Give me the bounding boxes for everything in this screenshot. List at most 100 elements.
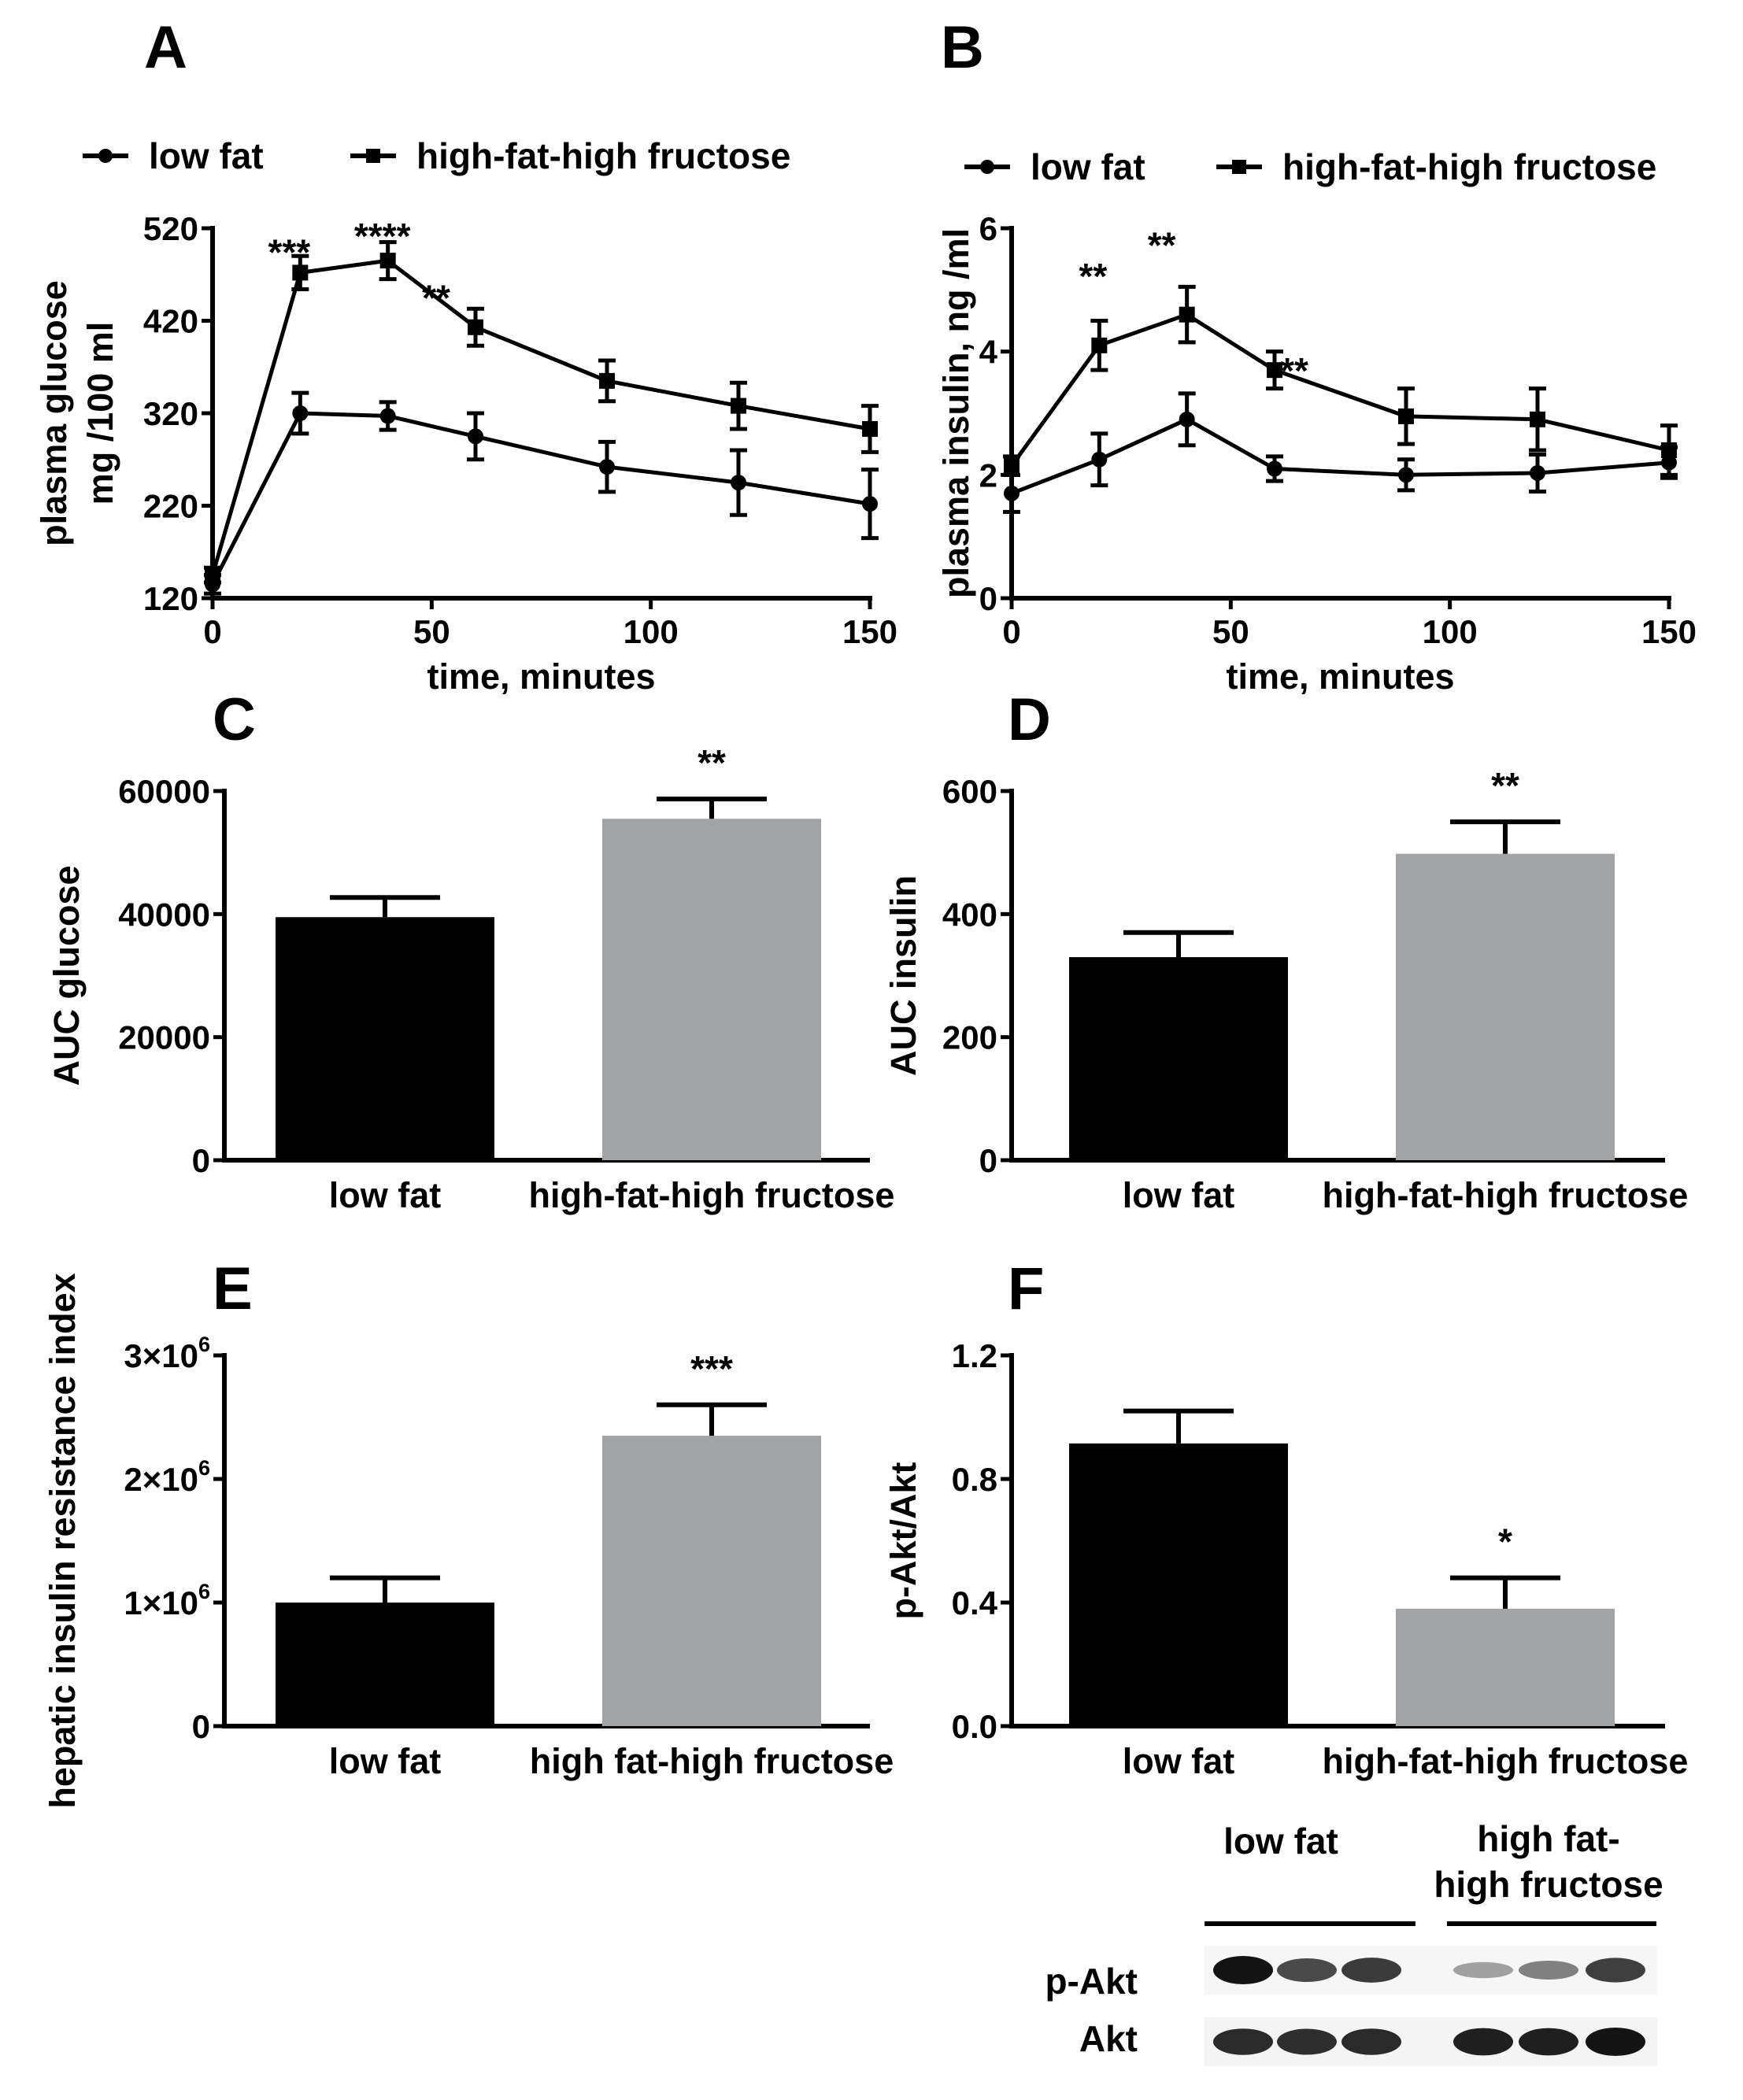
panel-d-y-axis-label: AUC insulin (883, 875, 923, 1076)
panel-a-significance-3: ** (422, 278, 450, 319)
panel-b-x-tick-label: 150 (1641, 613, 1697, 650)
panel-f-y-axis-label: p-Akt/Akt (883, 1462, 923, 1619)
panel-b-x-tick-label: 50 (1212, 613, 1249, 650)
panel-f-significance: * (1498, 1521, 1512, 1562)
panel-d-y-tick-label: 0 (979, 1142, 997, 1179)
panel-b-y-tick-label: 6 (979, 210, 997, 247)
panel-b-y-tick-label: 2 (979, 457, 997, 494)
panel-a-point-high-fat-high-fructose (205, 567, 220, 583)
panel-b-legend-marker-low-fat (980, 160, 994, 174)
panel-f-y-tick-label: 0.8 (952, 1461, 997, 1498)
panel-a-point-high-fat-high-fructose (379, 253, 396, 269)
panel-a-y-tick-label: 420 (143, 303, 198, 340)
panel-a-point-high-fat-high-fructose (862, 420, 878, 437)
blot-band-p-akt-lane-3 (1341, 1958, 1401, 1983)
panel-b-x-tick-label: 100 (1423, 613, 1478, 650)
panel-b-point-high-fat-high-fructose (1004, 457, 1020, 474)
panel-e-y-tick-exponent: 6 (198, 1580, 210, 1603)
panel-f-bar-low-fat (1069, 1443, 1288, 1726)
panel-e-y-tick-exponent: 6 (198, 1333, 210, 1356)
panel-a-point-low-fat (468, 428, 483, 445)
panel-e-y-tick-base: 2×10 (124, 1461, 198, 1498)
panel-letter-c: C (213, 686, 256, 753)
panel-a-legend-marker-low-fat (98, 149, 113, 163)
panel-b-legend-marker-high-fat-high-fructose (1232, 160, 1246, 174)
blot-band-akt-lane-1 (1213, 2028, 1273, 2055)
panel-c-y-tick-label: 40000 (118, 896, 210, 933)
panel-letter-d: D (1008, 686, 1051, 753)
panel-a-significance-1: *** (268, 231, 310, 272)
panel-d-y-tick-label: 600 (942, 773, 997, 810)
panel-a-point-low-fat (862, 496, 878, 512)
panel-a-x-axis-label: time, minutes (427, 656, 655, 697)
panel-c-bar-chart: 0 20000 40000 60000 low fat ** high-fat-high f… (46, 742, 894, 1215)
panel-f-y-tick-label: 0.4 (952, 1584, 998, 1621)
panel-c-y-axis-label: AUC glucose (46, 865, 87, 1085)
panel-a-x-tick-label: 50 (413, 613, 450, 650)
panel-c-category-label-low-fat: low fat (329, 1175, 442, 1215)
panel-b-point-low-fat (1398, 467, 1414, 483)
panel-b-point-high-fat-high-fructose (1091, 337, 1108, 353)
panel-c-category-label-high-fat-high-fructose: high-fat-high fructose (529, 1175, 895, 1215)
panel-b-point-low-fat (1530, 464, 1545, 481)
panel-f-y-tick-label: 1.2 (952, 1337, 997, 1374)
panel-a-point-high-fat-high-fructose (599, 372, 615, 389)
panel-d-y-tick-label: 200 (942, 1019, 997, 1056)
panel-b-series-line-high-fat-high-fructose (1009, 312, 1670, 468)
panel-c-y-tick-label: 0 (192, 1142, 210, 1179)
panel-b-point-high-fat-high-fructose (1398, 408, 1414, 424)
panel-b-legend-label-low-fat: low fat (1031, 146, 1145, 187)
panel-d-category-label-low-fat: low fat (1123, 1175, 1235, 1215)
panel-f-bar-chart: 0.0 0.4 0.8 1.2 low fat * high-fat-high fructo… (883, 1337, 1688, 1781)
panel-d-y-tick-label: 400 (942, 896, 997, 933)
panel-e-y-tick-exponent: 6 (198, 1456, 210, 1480)
panel-a-y-axis-label-line-2: mg /100 ml (80, 322, 120, 505)
panel-b-significance-1: ** (1079, 256, 1107, 297)
panel-f-y-tick-label: 0.0 (952, 1708, 997, 1745)
panel-a-point-low-fat (292, 405, 309, 421)
panel-b-point-high-fat-high-fructose (1530, 411, 1545, 427)
panel-b-point-high-fat-high-fructose (1267, 362, 1282, 379)
panel-a-legend-label-low-fat: low fat (149, 135, 264, 176)
panel-e-category-label-low-fat: low fat (329, 1741, 442, 1781)
panel-b-x-axis-label: time, minutes (1226, 656, 1454, 697)
panel-b-x-tick-label: 0 (1002, 613, 1020, 650)
panel-a-legend-label-high-fat-high-fructose: high-fat-high fructose (416, 135, 790, 176)
panel-a-line-chart: low fat high-fat-high fructose 120 220 320 42… (34, 135, 897, 697)
panel-a-series-line-high-fat-high-fructose (210, 258, 871, 576)
panel-b-significance-3: ** (1280, 350, 1308, 391)
panel-b-point-low-fat (1004, 485, 1020, 501)
panel-b-point-low-fat (1091, 451, 1108, 468)
panel-c-significance: ** (698, 742, 726, 783)
panel-b-line-chart: low fat high-fat-high fructose 0 2 4 6 0 50 100 1… (936, 146, 1697, 697)
panel-a-point-low-fat (599, 459, 615, 475)
western-blot: low fat high fat- high fructose p-Akt Ak… (1045, 1818, 1663, 2066)
panel-b-point-high-fat-high-fructose (1661, 442, 1677, 458)
panel-e-y-tick-base: 3×10 (124, 1337, 198, 1374)
blot-band-p-akt-lane-5 (1519, 1961, 1578, 1980)
panel-letter-b: B (941, 14, 984, 81)
panel-c-bar-low-fat (276, 917, 494, 1160)
panel-d-bar-high-fat-high-fructose (1396, 853, 1615, 1160)
panel-a-y-axis-label-line-1: plasma glucose (34, 280, 74, 546)
panel-a-legend-marker-high-fat-high-fructose (366, 149, 380, 163)
blot-band-p-akt-lane-1 (1213, 1956, 1273, 1984)
panel-b-y-tick-label: 4 (979, 334, 998, 371)
blot-band-akt-lane-5 (1519, 2028, 1578, 2056)
panel-b-y-axis-label-line-1: plasma insulin, ng /ml (936, 228, 976, 598)
blot-group-label-low-fat: low fat (1223, 1821, 1338, 1862)
panel-a-y-tick-label: 220 (143, 488, 198, 525)
panel-d-category-label-high-fat-high-fructose: high-fat-high fructose (1323, 1175, 1689, 1215)
blot-row-label-akt: Akt (1079, 2018, 1138, 2059)
panel-e-y-tick-label: 3×106 (124, 1333, 210, 1374)
panel-a-significance-2: **** (354, 216, 411, 257)
panel-a-point-high-fat-high-fructose (292, 264, 309, 281)
blot-row-label-p-akt: p-Akt (1045, 1961, 1138, 2002)
blot-band-p-akt-lane-2 (1277, 1958, 1337, 1982)
blot-band-akt-lane-2 (1277, 2028, 1337, 2055)
panel-e-y-tick-label: 0 (192, 1708, 210, 1745)
blot-band-akt-lane-4 (1453, 2028, 1513, 2056)
panel-e-y-tick-base: 1×10 (124, 1584, 198, 1621)
blot-band-akt-lane-6 (1586, 2028, 1645, 2056)
